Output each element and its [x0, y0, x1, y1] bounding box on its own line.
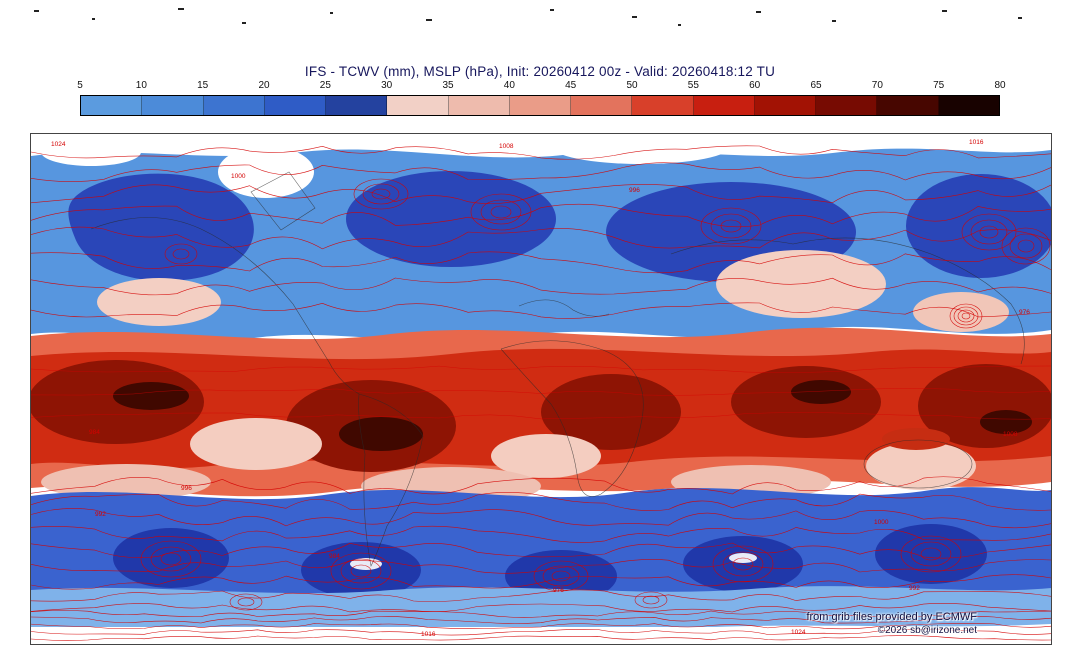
mslp-contour-label: 1016 — [421, 631, 436, 638]
colorbar-tick: 15 — [197, 80, 209, 91]
credits-block: from grib files provided by ECMWF ©2026 … — [806, 611, 977, 636]
tcwv-fill-layer — [31, 134, 1051, 644]
colorbar-segment — [693, 96, 755, 115]
mslp-contour-label: 984 — [89, 429, 100, 436]
colorbar-segment — [754, 96, 817, 115]
top-artifact-marks — [34, 8, 1022, 26]
colorbar-tick-labels: 5 10 15 20 25 30 35 40 45 50 55 60 65 70 75 80 — [77, 80, 1005, 93]
mslp-contour-label: 1024 — [51, 141, 66, 148]
colorbar-tick: 5 — [77, 80, 83, 91]
mslp-contour-layer — [31, 145, 1051, 641]
colorbar-tick: 50 — [626, 80, 638, 91]
mslp-contour-label: 1024 — [791, 629, 806, 636]
colorbar-segment — [142, 96, 204, 115]
colorbar-bar — [80, 95, 1000, 116]
colorbar-segment — [571, 96, 633, 115]
colorbar-segment — [448, 96, 510, 115]
colorbar-tick: 75 — [933, 80, 945, 91]
colorbar-tick: 55 — [687, 80, 699, 91]
colorbar-tick: 25 — [319, 80, 331, 91]
mslp-contour-label: 1008 — [1003, 431, 1018, 438]
colorbar: 5 10 15 20 25 30 35 40 45 50 55 60 65 70 75 80 — [77, 80, 1006, 116]
colorbar-tick: 30 — [381, 80, 393, 91]
colorbar-segment — [877, 96, 939, 115]
credit-source: from grib files provided by ECMWF — [806, 611, 977, 623]
mslp-contour-label: 996 — [629, 187, 640, 194]
mslp-contour-label: 996 — [181, 485, 192, 492]
coastline-layer — [90, 171, 1025, 567]
colorbar-segment — [816, 96, 878, 115]
colorbar-tick: 80 — [994, 80, 1006, 91]
colorbar-tick: 70 — [871, 80, 883, 91]
colorbar-segment — [326, 96, 388, 115]
colorbar-segment — [509, 96, 572, 115]
colorbar-tick: 20 — [258, 80, 270, 91]
mslp-contour-label: 976 — [553, 587, 564, 594]
map-frame: 1024 1016 1008 1000 996 992 984 976 1024 1016 1008… — [30, 133, 1052, 645]
colorbar-segment — [81, 96, 143, 115]
colorbar-segment — [632, 96, 694, 115]
mslp-contour-label: 1000 — [874, 519, 889, 526]
colorbar-segment — [203, 96, 265, 115]
colorbar-tick: 35 — [442, 80, 454, 91]
mslp-contour-label: 984 — [329, 553, 340, 560]
world-weather-map: 1024 1016 1008 1000 996 992 984 976 1024 1016 1008… — [31, 134, 1051, 644]
mslp-contour-label: 976 — [1019, 309, 1030, 316]
mslp-contour-labels: 1024 1016 1008 1000 996 992 984 976 1024 1016 1008… — [51, 139, 1030, 638]
mslp-contour-label: 992 — [95, 511, 106, 518]
colorbar-segment — [264, 96, 327, 115]
colorbar-tick: 65 — [810, 80, 822, 91]
mslp-contour-label: 1008 — [499, 143, 514, 150]
mslp-contour-label: 1000 — [231, 173, 246, 180]
colorbar-tick: 45 — [565, 80, 577, 91]
colorbar-tick: 10 — [135, 80, 147, 91]
mslp-contour-label: 1016 — [969, 139, 984, 146]
colorbar-tick: 60 — [749, 80, 761, 91]
chart-title: IFS - TCWV (mm), MSLP (hPa), Init: 20260… — [304, 64, 776, 79]
mslp-contour-label: 992 — [909, 585, 920, 592]
colorbar-segment — [938, 96, 999, 115]
credit-copyright: ©2026 sb@irizone.net — [877, 625, 977, 636]
colorbar-tick: 40 — [503, 80, 515, 91]
colorbar-segment — [387, 96, 449, 115]
